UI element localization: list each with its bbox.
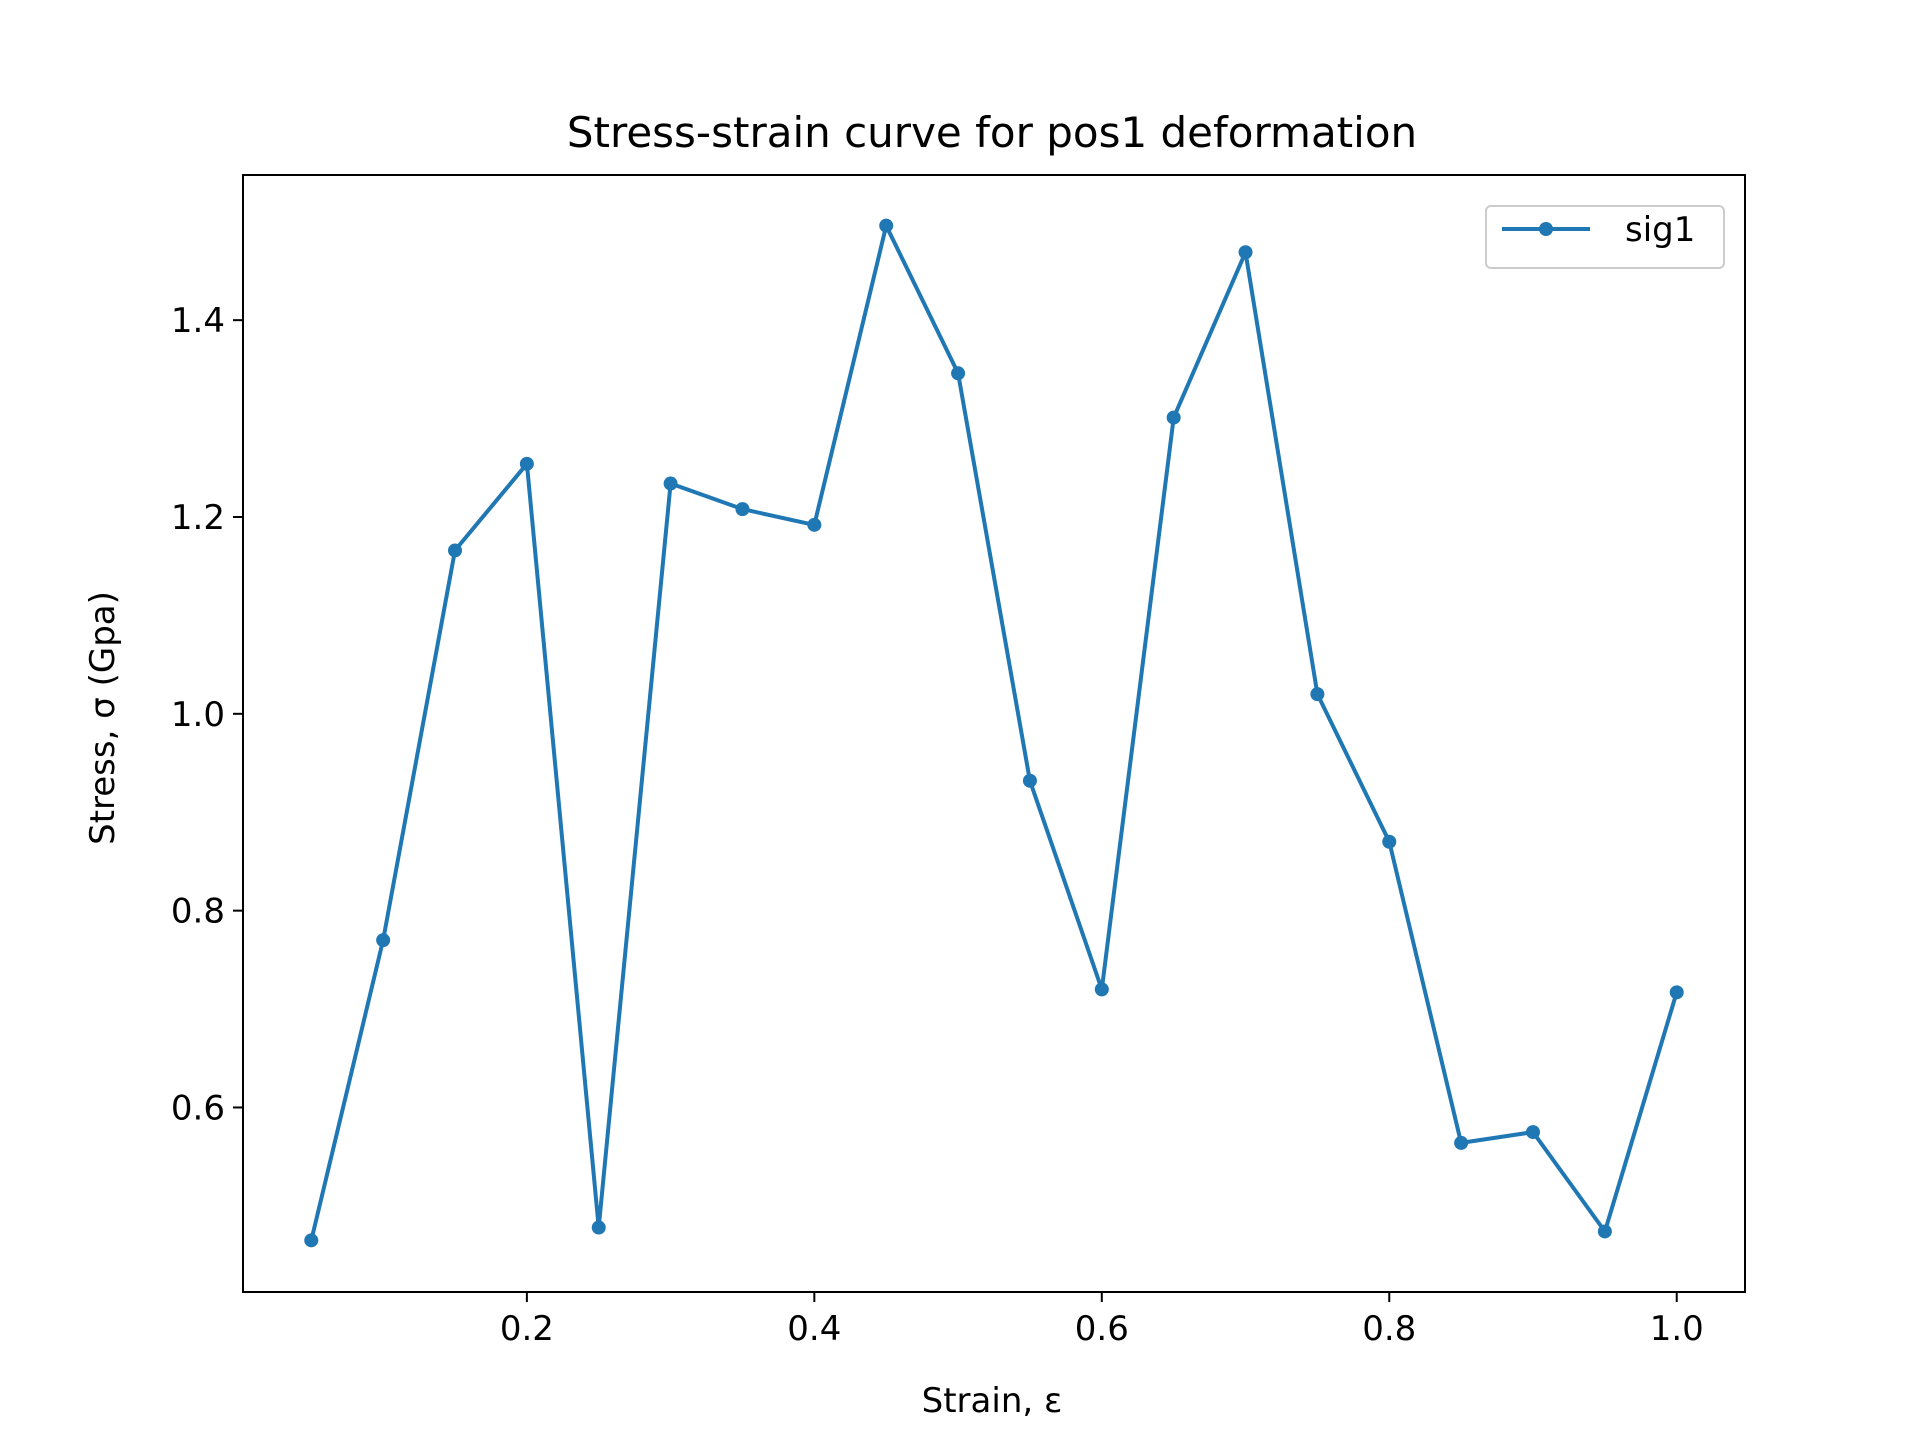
x-tick-label: 0.8 bbox=[1362, 1309, 1416, 1349]
chart-title: Stress-strain curve for pos1 deformation bbox=[567, 108, 1417, 157]
data-point bbox=[1382, 834, 1397, 849]
y-tick-label: 0.8 bbox=[171, 892, 225, 932]
data-point bbox=[1022, 773, 1037, 788]
series-line-sig1 bbox=[308, 223, 1680, 1243]
y-tick-label: 0.6 bbox=[171, 1088, 225, 1128]
data-point bbox=[1310, 687, 1325, 702]
x-tick-label: 0.6 bbox=[1075, 1309, 1129, 1349]
data-point bbox=[591, 1220, 606, 1235]
data-point bbox=[1094, 982, 1109, 997]
data-point bbox=[807, 517, 822, 532]
legend-box bbox=[1485, 205, 1725, 269]
data-point bbox=[951, 366, 966, 381]
data-point bbox=[304, 1233, 319, 1248]
plot-area: 0.2 0.4 0.6 0.8 1.0 0.6 0.8 1.0 1.2 1.4 bbox=[171, 174, 1746, 1349]
data-point bbox=[879, 218, 894, 233]
data-point bbox=[663, 476, 678, 491]
data-point bbox=[1238, 245, 1253, 260]
y-tick-label: 1.4 bbox=[171, 301, 225, 341]
legend: sig1 bbox=[1485, 205, 1725, 269]
data-point bbox=[1454, 1135, 1469, 1150]
legend-label-sig1: sig1 bbox=[1625, 210, 1695, 250]
y-tick-label: 1.2 bbox=[171, 498, 225, 538]
data-point bbox=[1669, 985, 1684, 1000]
data-point bbox=[735, 502, 750, 517]
x-tick-label: 0.2 bbox=[500, 1309, 554, 1349]
plot-frame bbox=[242, 174, 1746, 1293]
y-axis-label: Stress, σ (Gpa) bbox=[83, 591, 123, 845]
x-tick-label: 1.0 bbox=[1650, 1309, 1704, 1349]
data-point bbox=[1166, 410, 1181, 425]
x-tick-label: 0.4 bbox=[787, 1309, 841, 1349]
data-point bbox=[1597, 1224, 1612, 1239]
y-tick-label: 1.0 bbox=[171, 695, 225, 735]
x-axis-label: Strain, ε bbox=[922, 1381, 1063, 1421]
data-point bbox=[448, 543, 463, 558]
data-point bbox=[1525, 1125, 1540, 1140]
data-point bbox=[519, 456, 534, 471]
legend-marker-sig1 bbox=[1539, 222, 1553, 236]
data-point bbox=[376, 933, 391, 948]
